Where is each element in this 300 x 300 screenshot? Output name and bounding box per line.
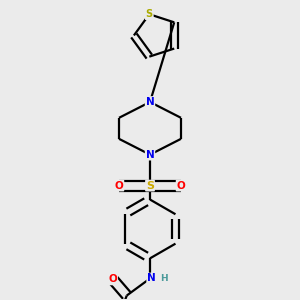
Text: O: O (115, 181, 123, 190)
Text: O: O (109, 274, 117, 284)
Text: H: H (160, 274, 168, 283)
Text: S: S (146, 9, 153, 19)
Text: O: O (177, 181, 185, 190)
Text: S: S (146, 181, 154, 190)
Text: N: N (147, 274, 156, 284)
Text: N: N (146, 97, 154, 107)
Text: N: N (146, 150, 154, 160)
